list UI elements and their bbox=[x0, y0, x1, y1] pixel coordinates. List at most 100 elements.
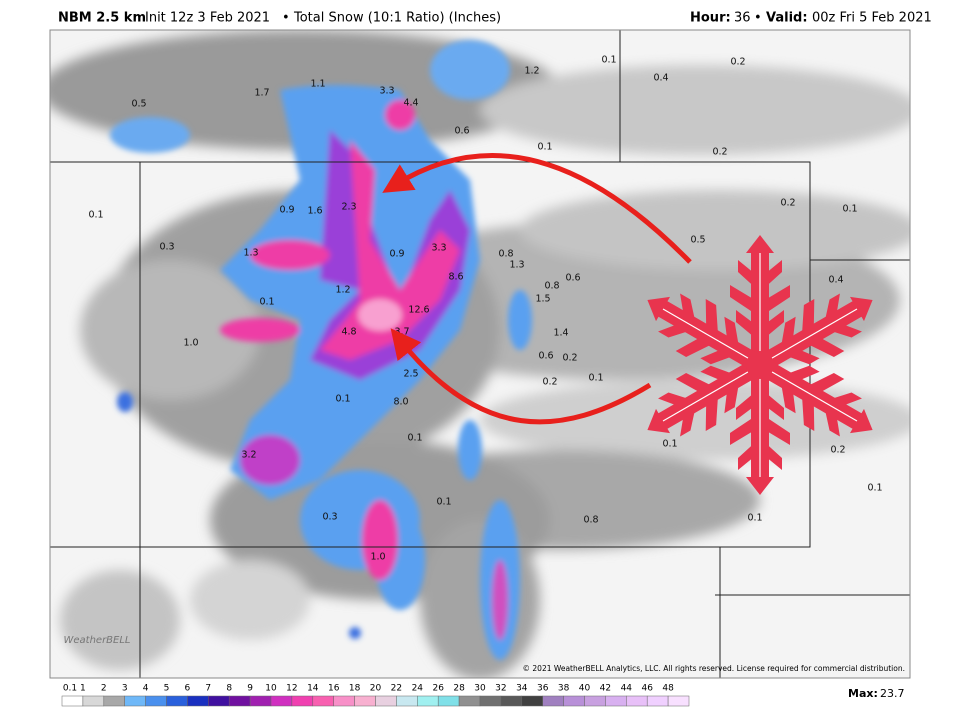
legend-swatch bbox=[166, 695, 188, 707]
legend-swatch bbox=[375, 695, 397, 707]
legend-tick-label: 18 bbox=[349, 684, 361, 694]
header-separator: • bbox=[282, 11, 290, 26]
map-label: 12.6 bbox=[408, 305, 429, 316]
legend-swatch bbox=[228, 695, 251, 707]
legend: 0.1 1 2 3 4 5 6 7 8 9 10 12 14 16 18 20 22 24 26 28 30 32 34 36… bbox=[61, 684, 690, 707]
arm-line bbox=[759, 364, 858, 422]
legend-swatch bbox=[145, 695, 167, 707]
legend-swatch bbox=[479, 695, 502, 707]
map-label: 0.9 bbox=[389, 249, 404, 260]
legend-tick-label: 10 bbox=[265, 684, 277, 694]
logo: WeatherBELL bbox=[63, 635, 130, 646]
max-value: 23.7 bbox=[880, 687, 905, 700]
branch bbox=[801, 373, 845, 431]
arrow bbox=[390, 328, 652, 425]
header-product: Total Snow (10:1 Ratio) (Inches) bbox=[293, 11, 501, 26]
map-label: 0.1 bbox=[867, 483, 882, 494]
map-label: 4.4 bbox=[403, 98, 418, 109]
legend-swatch bbox=[103, 695, 125, 707]
map-label: 0.1 bbox=[259, 297, 274, 308]
legend-tick-label: 6 bbox=[185, 684, 191, 694]
legend-swatch bbox=[208, 695, 230, 707]
map-label: 0.5 bbox=[131, 99, 146, 110]
map-label: 8.0 bbox=[393, 397, 408, 408]
legend-swatch bbox=[270, 695, 293, 707]
map-label: 0.2 bbox=[712, 147, 727, 158]
legend-tick-label: 0.1 bbox=[63, 684, 77, 694]
hour: 36 bbox=[734, 11, 751, 26]
map-label: 1.0 bbox=[183, 338, 198, 349]
map-label: 1.7 bbox=[254, 88, 269, 99]
map-label: 0.1 bbox=[662, 439, 677, 450]
legend-tick-label: 24 bbox=[412, 684, 424, 694]
tip bbox=[647, 408, 671, 434]
branch bbox=[675, 299, 719, 357]
map-label: 0.1 bbox=[88, 210, 103, 221]
legend-tick-label: 1 bbox=[80, 684, 86, 694]
hub bbox=[746, 351, 774, 379]
branch bbox=[658, 392, 697, 437]
branch bbox=[801, 299, 845, 357]
header-separator: • bbox=[754, 11, 762, 26]
map-label: 8.6 bbox=[448, 272, 463, 283]
legend-tick-label: 20 bbox=[370, 684, 382, 694]
map-label: 0.1 bbox=[537, 142, 552, 153]
header-model: NBM 2.5 km bbox=[58, 11, 146, 26]
map-label: 0.6 bbox=[565, 273, 580, 284]
map-label: 3.7 bbox=[394, 327, 409, 338]
legend-swatch bbox=[187, 695, 209, 707]
arrow bbox=[382, 153, 692, 264]
map-label: 1.1 bbox=[310, 79, 325, 90]
map-label: 0.3 bbox=[159, 242, 174, 253]
map-label: 0.8 bbox=[498, 249, 513, 260]
legend-tick-label: 22 bbox=[391, 684, 402, 694]
legend-tick-label: 30 bbox=[474, 684, 486, 694]
legend-tick-label: 2 bbox=[101, 684, 107, 694]
map-label: 0.1 bbox=[601, 55, 616, 66]
legend-tick-label: 40 bbox=[579, 684, 591, 694]
legend-tick-label: 42 bbox=[600, 684, 611, 694]
map-label: 0.5 bbox=[690, 235, 705, 246]
legend-tick-label: 14 bbox=[307, 684, 319, 694]
legend-swatch bbox=[249, 695, 272, 707]
snowflake-arm bbox=[755, 357, 873, 437]
map-label: 1.0 bbox=[370, 552, 385, 563]
map-label: 3.3 bbox=[431, 243, 446, 254]
map-label: 0.1 bbox=[436, 497, 451, 508]
map-label: 3.2 bbox=[241, 450, 256, 461]
legend-swatch bbox=[354, 695, 376, 707]
legend-tick-label: 48 bbox=[662, 684, 674, 694]
map-label: 0.8 bbox=[544, 281, 559, 292]
legend-tick-label: 16 bbox=[328, 684, 340, 694]
map-label: 0.1 bbox=[842, 204, 857, 215]
legend-tick-label: 36 bbox=[537, 684, 549, 694]
tip bbox=[746, 235, 774, 253]
legend-tick-label: 44 bbox=[621, 684, 633, 694]
map-label: 0.9 bbox=[279, 205, 294, 216]
legend-swatch bbox=[291, 695, 314, 707]
legend-swatch bbox=[458, 695, 481, 707]
map-label: 1.5 bbox=[535, 294, 550, 305]
branch bbox=[823, 392, 862, 437]
branch bbox=[658, 293, 697, 338]
map-label: 3.3 bbox=[379, 86, 394, 97]
map-frame bbox=[49, 29, 911, 679]
legend-tick-label: 3 bbox=[122, 684, 128, 694]
branch bbox=[700, 365, 741, 414]
branch bbox=[700, 316, 741, 365]
legend-tick-label: 34 bbox=[516, 684, 528, 694]
legend-swatch bbox=[333, 695, 355, 707]
tip bbox=[849, 408, 873, 434]
legend-tick-label: 12 bbox=[286, 684, 297, 694]
map: 0.1 0.2 1.2 0.4 1.7 1.1 3.3 4.4 0.5 0.6 0.1 0.2 0.1 0… bbox=[50, 30, 910, 678]
map-label: 0.2 bbox=[562, 353, 577, 364]
map-label: 0.3 bbox=[322, 512, 337, 523]
tip bbox=[647, 296, 671, 322]
arm-line bbox=[759, 308, 858, 366]
legend-tick-label: 32 bbox=[495, 684, 506, 694]
map-label: 0.4 bbox=[653, 73, 668, 84]
map-label: 2.3 bbox=[341, 202, 356, 213]
map-label: 0.2 bbox=[542, 377, 557, 388]
legend-swatch bbox=[521, 695, 543, 707]
